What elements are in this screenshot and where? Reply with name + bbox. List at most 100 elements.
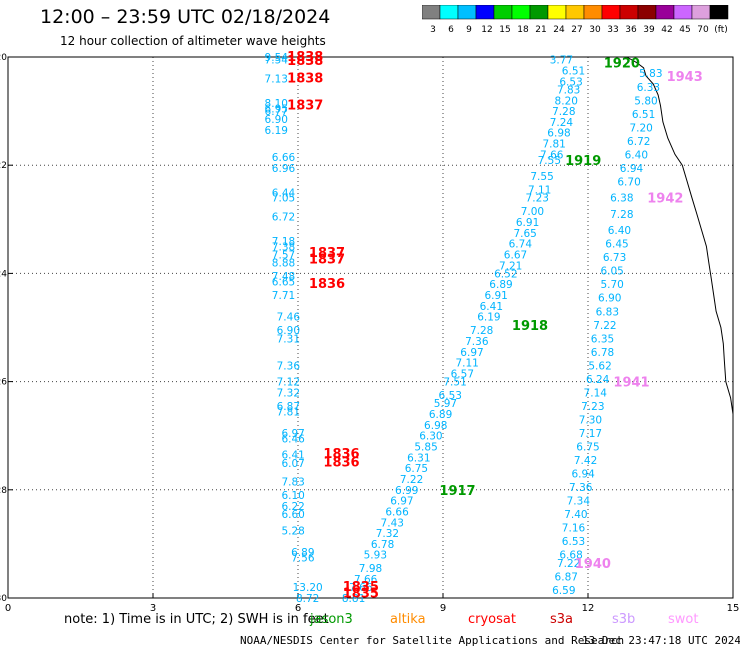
swh-value-label: 7.71: [272, 290, 295, 302]
footer-credit: NOAA/NESDIS Center for Satellite Applica…: [240, 634, 625, 647]
swh-value-label: 6.89: [291, 547, 314, 559]
coastline: [626, 56, 734, 415]
swh-value-label: 6.65: [272, 277, 295, 289]
track-time-label: 1943: [667, 70, 703, 85]
swh-value-label: 6.91: [516, 217, 539, 229]
swh-value-label: 7.51: [443, 377, 466, 389]
y-tick-label: -22: [0, 161, 7, 171]
swh-value-label: 7.28: [470, 325, 493, 337]
legend-item-jason3: jason3: [310, 612, 353, 627]
colorbar-label: 70: [697, 25, 709, 35]
swh-value-label: 7.83: [281, 477, 304, 489]
swh-value-label: 6.83: [596, 306, 619, 318]
swh-value-label: 6.19: [477, 312, 500, 324]
swh-value-label: 8.81: [342, 593, 365, 605]
swh-value-label: 7.23: [581, 401, 604, 413]
colorbar-label: 9: [466, 25, 472, 35]
swh-value-label: 7.00: [521, 206, 544, 218]
swh-value-label: 5.28: [281, 525, 304, 537]
swh-value-label: 7.55: [530, 171, 553, 183]
swh-value-label: 6.75: [576, 442, 599, 454]
colorbar-label: 6: [448, 25, 454, 35]
x-tick-label: 3: [150, 603, 156, 614]
track-time-label: 1837: [309, 246, 345, 261]
chart-title: 12:00 – 23:59 UTC 02/18/2024: [40, 6, 331, 28]
swh-value-label: 6.38: [610, 193, 633, 205]
swh-value-label: 6.35: [591, 333, 614, 345]
swh-value-label: 7.32: [376, 528, 399, 540]
colorbar-label: 18: [517, 25, 529, 35]
swh-value-label: 6.53: [562, 536, 585, 548]
swh-value-label: 6.89: [429, 409, 452, 421]
swh-value-label: 6.41: [480, 301, 503, 313]
y-tick-label: -26: [0, 378, 7, 388]
swh-value-label: 6.90: [598, 293, 621, 305]
swh-value-label: 6.33: [637, 82, 660, 94]
swh-value-label: 7.30: [579, 414, 602, 426]
swh-value-label: 7.12: [277, 377, 300, 389]
y-tick-label: -28: [0, 486, 7, 496]
note-text: note: 1) Time is in UTC; 2) SWH is in fe…: [64, 612, 329, 627]
swh-value-label: 7.20: [629, 122, 652, 134]
x-tick-label: 0: [5, 603, 11, 614]
swh-value-label: 6.98: [424, 420, 447, 432]
swh-value-label: 7.31: [277, 333, 300, 345]
swh-value-label: 7.66: [349, 582, 373, 594]
swh-value-label: 6.94: [571, 469, 595, 481]
swh-value-label: 7.46: [277, 312, 301, 324]
swh-value-label: 7.05: [272, 193, 295, 205]
swh-value-label: 6.74: [509, 239, 533, 251]
swh-value-label: 7.11: [455, 358, 478, 370]
swh-value-label: 6.89: [489, 279, 512, 291]
colorbar-label: 39: [643, 25, 655, 35]
swh-value-label: 5.62: [588, 360, 611, 372]
swh-value-label: 6.95: [265, 103, 288, 115]
y-tick-label: -30: [0, 594, 7, 604]
swh-value-label: 7.18: [272, 236, 295, 248]
swh-value-label: 6.78: [591, 347, 614, 359]
swh-value-label: 7.56: [291, 552, 315, 564]
swh-value-label: 7.21: [499, 260, 522, 272]
colorbar-label: 36: [625, 25, 637, 35]
x-tick-label: 15: [727, 603, 740, 614]
x-tick-label: 9: [440, 603, 446, 614]
swh-value-label: 7.43: [381, 517, 404, 529]
swh-value-label: 7.83: [557, 84, 580, 96]
swh-value-label: 6.90: [265, 114, 288, 126]
swh-value-label: 3.77: [550, 55, 573, 67]
swh-value-label: 6.53: [439, 390, 462, 402]
swh-value-label: 6.98: [547, 128, 570, 140]
swh-value-label: 6.66: [272, 152, 296, 164]
swh-value-label: 6.72: [272, 212, 295, 224]
swh-value-label: 5.83: [639, 68, 662, 80]
colorbar-label: 42: [661, 25, 672, 35]
colorbar-label: 27: [571, 25, 582, 35]
swh-value-label: 6.68: [559, 550, 582, 562]
swh-value-label: 7.36: [277, 360, 301, 372]
swh-value-label: 6.45: [605, 239, 628, 251]
swh-value-label: 6.66: [385, 506, 409, 518]
swh-value-label: 7.54: [265, 55, 289, 67]
track-time-label: 1835: [343, 587, 379, 602]
chart-subtitle: 12 hour collection of altimeter wave hei…: [60, 34, 326, 48]
colorbar-label: 45: [679, 25, 690, 35]
swh-value-label: 7.66: [540, 149, 564, 161]
swh-value-label: 7.23: [526, 193, 549, 205]
swh-value-label: 7.36: [569, 482, 593, 494]
colorbar-label: 24: [553, 25, 565, 35]
colorbar-label: 21: [535, 25, 546, 35]
swh-value-label: 7.42: [574, 455, 597, 467]
track-time-label: 1837: [309, 252, 345, 267]
x-tick-label: 12: [582, 603, 595, 614]
swh-value-label: 7.55: [538, 155, 561, 167]
swh-value-label: 5.80: [634, 95, 657, 107]
swh-value-label: 7.13: [265, 74, 288, 86]
swh-value-label: 5.97: [434, 398, 457, 410]
track-time-label: 1920: [604, 56, 640, 71]
swh-value-label: 6.24: [586, 374, 610, 386]
swh-value-label: 6.10: [281, 490, 304, 502]
swh-value-label: 5.85: [414, 442, 437, 454]
track-time-label: 1838: [287, 54, 323, 69]
swh-value-label: 7.65: [513, 228, 536, 240]
swh-value-label: 7.22: [400, 474, 423, 486]
